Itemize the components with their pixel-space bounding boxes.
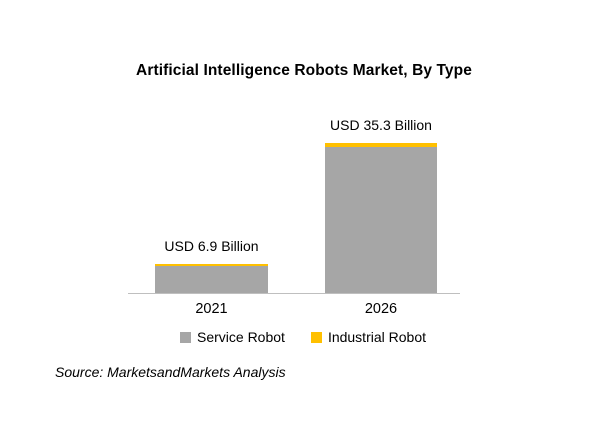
bar-group-2026: USD 35.3 Billion <box>325 117 437 293</box>
source-note: Source: MarketsandMarkets Analysis <box>55 364 286 380</box>
category-label-2021: 2021 <box>195 301 228 317</box>
legend: Service Robot Industrial Robot <box>0 329 606 345</box>
legend-item-service-robot: Service Robot <box>180 329 285 345</box>
bar-stack <box>155 264 268 293</box>
bar-value-label: USD 35.3 Billion <box>330 117 432 133</box>
chart-title: Artificial Intelligence Robots Market, B… <box>136 62 472 79</box>
service-robot-swatch-icon <box>180 331 191 343</box>
legend-label: Service Robot <box>197 329 285 345</box>
plot-area: USD 6.9 Billion USD 35.3 Billion 2021 2026 <box>128 100 460 317</box>
legend-item-industrial-robot: Industrial Robot <box>310 329 426 345</box>
bar-stack <box>325 143 437 293</box>
bar-segment-service-robot <box>155 266 268 293</box>
category-label-2026: 2026 <box>364 301 398 317</box>
bar-value-label: USD 6.9 Billion <box>164 238 259 254</box>
bar-segment-industrial-robot <box>325 143 437 147</box>
bar-segment-service-robot <box>325 147 437 293</box>
bar-segment-industrial-robot <box>155 264 268 266</box>
legend-label: Industrial Robot <box>327 329 426 345</box>
bar-group-2021: USD 6.9 Billion <box>155 238 268 293</box>
industrial-robot-swatch-icon <box>310 331 322 343</box>
